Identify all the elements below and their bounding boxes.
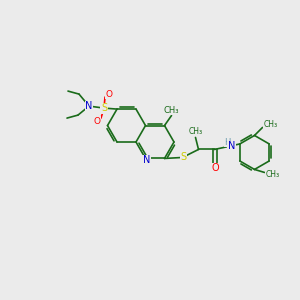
Text: CH₃: CH₃ (188, 127, 203, 136)
Text: S: S (180, 152, 187, 163)
Text: O: O (212, 164, 219, 173)
Text: O: O (94, 117, 100, 126)
Text: CH₃: CH₃ (164, 106, 179, 115)
Text: CH₃: CH₃ (263, 120, 278, 129)
Text: H: H (224, 138, 231, 147)
Text: CH₃: CH₃ (266, 170, 280, 179)
Text: N: N (228, 142, 235, 152)
Text: N: N (85, 101, 93, 111)
Text: O: O (106, 90, 112, 99)
Text: N: N (143, 155, 150, 166)
Text: S: S (101, 103, 107, 113)
